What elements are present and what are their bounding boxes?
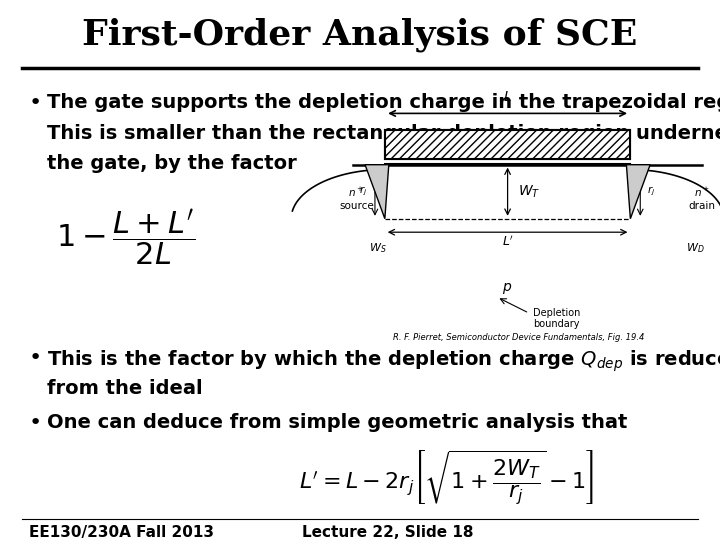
Text: $L'$: $L'$ [502,235,513,249]
Text: the gate, by the factor: the gate, by the factor [47,154,297,173]
Polygon shape [365,165,389,219]
Text: •: • [29,413,42,433]
Text: R. F. Pierret, Semiconductor Device Fundamentals, Fig. 19.4: R. F. Pierret, Semiconductor Device Fund… [392,333,644,342]
Text: EE130/230A Fall 2013: EE130/230A Fall 2013 [29,525,214,540]
Text: $n^+$
drain: $n^+$ drain [688,186,716,211]
Text: •: • [29,348,42,368]
Text: $n^+$
source: $n^+$ source [339,186,374,211]
Text: $W_S$: $W_S$ [369,241,387,255]
Text: •: • [29,93,42,113]
Text: $p$: $p$ [503,281,513,296]
Text: The gate supports the depletion charge in the trapezoidal region.: The gate supports the depletion charge i… [47,93,720,112]
Text: from the ideal: from the ideal [47,379,202,398]
Text: $1 - \dfrac{L+L'}{2L}$: $1 - \dfrac{L+L'}{2L}$ [56,207,196,268]
Polygon shape [626,165,650,219]
Bar [385,130,630,159]
Text: This is the factor by which the depletion charge $Q_{dep}$ is reduced: This is the factor by which the depletio… [47,348,720,374]
Text: First-Order Analysis of SCE: First-Order Analysis of SCE [82,18,638,52]
Text: $L' = L - 2r_j \left[ \sqrt{1 + \dfrac{2W_T}{r_j}} - 1 \right]$: $L' = L - 2r_j \left[ \sqrt{1 + \dfrac{2… [299,449,594,507]
Text: $W_D$: $W_D$ [685,241,704,255]
Text: Lecture 22, Slide 18: Lecture 22, Slide 18 [302,525,474,540]
Text: This is smaller than the rectangular depletion region underneath: This is smaller than the rectangular dep… [47,124,720,143]
Text: Depletion
boundary: Depletion boundary [533,308,580,329]
Text: $r_j$: $r_j$ [647,185,656,198]
Text: One can deduce from simple geometric analysis that: One can deduce from simple geometric ana… [47,413,627,432]
Text: $r_j$: $r_j$ [359,185,368,198]
FancyBboxPatch shape [385,130,630,159]
Text: $W_T$: $W_T$ [518,184,541,200]
Text: $L$: $L$ [503,90,512,104]
